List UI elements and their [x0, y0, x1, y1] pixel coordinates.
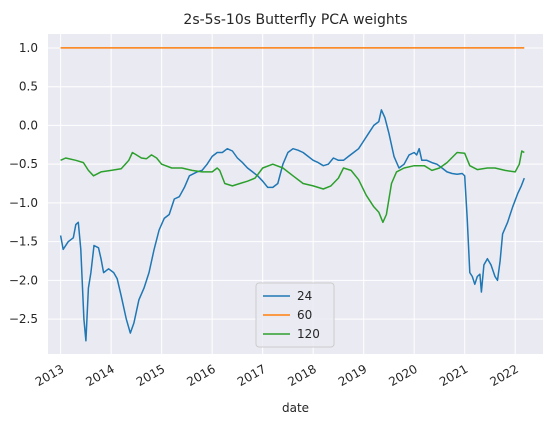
x-tick-label: 2014 [83, 362, 116, 389]
x-tick-label: 2016 [184, 362, 217, 389]
y-tick-label: 1.0 [19, 41, 38, 55]
x-tick-label: 2018 [285, 362, 318, 389]
y-tick-label: −2.5 [9, 312, 38, 326]
y-tick-label: −1.5 [9, 235, 38, 249]
x-tick-label: 2017 [235, 362, 268, 389]
legend-label-120: 120 [297, 327, 320, 341]
legend: 24 60 120 [256, 283, 334, 347]
x-tick-label: 2013 [33, 362, 66, 389]
x-tick-label: 2020 [386, 362, 419, 389]
legend-label-60: 60 [297, 308, 312, 322]
x-tick-label: 2019 [336, 362, 369, 389]
x-tick-label: 2022 [487, 362, 520, 389]
legend-label-24: 24 [297, 289, 312, 303]
y-tick-label: 0.5 [19, 80, 38, 94]
y-tick-label: −0.5 [9, 157, 38, 171]
y-tick-label: 0.0 [19, 118, 38, 132]
x-tick-label: 2021 [437, 362, 470, 389]
chart-title: 2s-5s-10s Butterfly PCA weights [183, 12, 407, 28]
x-tick-labels: 2013 2014 2015 2016 2017 2018 2019 2020 2021 2022 [33, 362, 521, 389]
y-tick-label: −1.0 [9, 196, 38, 210]
x-tick-label: 2015 [134, 362, 167, 389]
y-tick-label: −2.0 [9, 273, 38, 287]
x-axis-label: date [282, 401, 309, 415]
y-tick-labels: 1.0 0.5 0.0 −0.5 −1.0 −1.5 −2.0 −2.5 [9, 41, 38, 326]
